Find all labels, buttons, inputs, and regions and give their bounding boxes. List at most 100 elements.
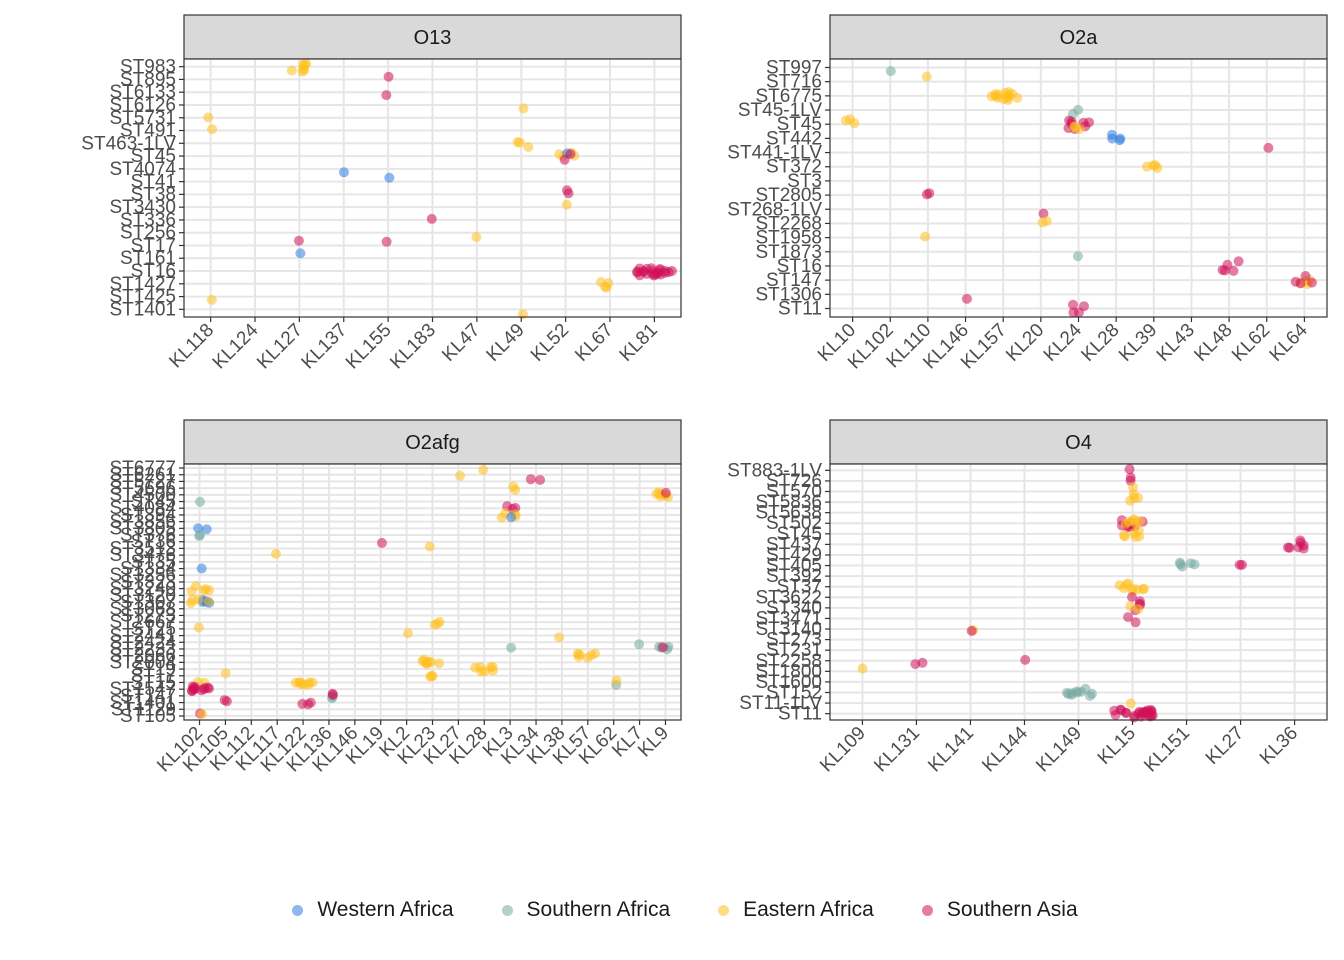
legend-item-southern-asia: Southern Asia [921,898,1078,922]
y-tick-label: ST45 [131,146,176,167]
y-tick-label: ST2258 [755,651,822,672]
facet-strip [183,419,682,465]
y-tick-label: ST35 [131,552,176,573]
legend-key-eastern-africa [718,904,730,916]
y-tick-label: ST463-1LV [81,133,176,154]
y-tick-label: ST19 [131,659,176,680]
y-tick-label: ST3622 [755,587,822,608]
facet-panel: O13ST1401ST1425ST1427ST16ST161ST17ST256S… [81,14,682,373]
y-tick-label: ST41 [131,172,176,193]
y-tick-label: ST3856 [109,512,176,533]
y-tick-label: ST429 [766,545,822,566]
y-tick-label: ST16 [777,256,822,277]
y-tick-label: ST6133 [109,82,176,103]
data-point [658,642,669,653]
y-tick-label: ST5836 [755,492,822,513]
y-tick-label: ST1873 [755,242,822,263]
data-point [518,103,529,114]
y-tick-label: ST147 [120,686,176,707]
data-point [611,675,622,686]
data-point [535,474,546,485]
data-point [327,688,338,699]
data-point [510,484,521,495]
facet-title: O13 [414,27,452,49]
data-point [384,172,395,183]
data-point [193,622,204,633]
data-point [840,115,851,126]
data-point [478,464,489,475]
data-point [518,309,529,320]
x-tick-label: KL149 [1032,723,1086,777]
y-tick-label: ST3430 [109,197,176,218]
y-tick-label: ST323 [120,572,176,593]
data-point [1185,558,1196,569]
x-tick-label: KL43 [1153,320,1199,366]
data-point [487,665,498,676]
data-point [1284,542,1295,553]
data-point [1068,299,1079,310]
y-tick-label: ST3240 [109,579,176,600]
data-point [1114,135,1125,146]
data-point [1106,129,1117,140]
y-tick-label: ST3805 [109,518,176,539]
data-point [634,639,645,650]
data-point [295,248,306,259]
y-tick-label: ST45 [131,492,176,513]
y-tick-label: ST405 [766,556,822,577]
y-tick-label: ST25 [131,619,176,640]
y-tick-label: ST997 [766,58,822,79]
data-point [193,594,204,605]
data-point [1007,89,1018,100]
data-point [426,213,437,224]
y-tick-label: ST38 [131,184,176,205]
y-tick-label: ST1129 [111,699,176,720]
data-point [1125,495,1136,506]
data-point [565,149,576,160]
y-tick-label: ST3513 [109,538,176,559]
data-point [660,487,671,498]
y-tick-label: ST437 [766,534,822,555]
facet-panel: O4 ST11ST11-1LVST152ST1600ST1800ST2258ST2… [727,419,1328,777]
y-tick-label: ST1547 [109,679,176,700]
data-point [563,188,574,199]
data-point [961,293,972,304]
data-point [434,658,445,669]
data-point [194,530,205,541]
facet-strip [829,14,1328,60]
legend-item-southern-africa: Southern Africa [501,898,670,922]
y-tick-label: ST256 [120,223,176,244]
data-point [220,668,231,679]
y-tick-label: ST45 [777,114,822,135]
data-point [1130,617,1141,628]
chart-legend: Western Africa Southern Africa Eastern A… [0,890,1344,930]
data-point [402,628,413,639]
data-point [188,683,199,694]
data-point [1125,698,1136,709]
data-point [561,199,572,210]
y-tick-label: ST147 [766,270,822,291]
data-point [286,65,297,76]
data-point [917,657,928,668]
data-point [381,90,392,101]
data-point [920,231,931,242]
y-tick-label: ST11 [778,704,822,725]
facet-strip [183,14,682,60]
data-point [196,563,207,574]
y-tick-label: ST983 [120,57,176,78]
y-tick-label: ST307 [120,592,176,613]
data-point [471,232,482,243]
y-tick-label: ST3 [787,171,822,192]
data-point [206,294,217,305]
data-point [1020,654,1031,665]
data-point [634,263,645,274]
data-point [1038,208,1049,219]
facet-title: O2a [1060,27,1099,49]
data-point [203,596,214,607]
data-point [475,661,486,672]
data-point [857,663,868,674]
data-point [301,58,312,69]
data-point [297,698,308,709]
data-point [1084,691,1095,702]
y-tick-label: ST376 [120,525,176,546]
y-tick-label: ST6777 [109,458,176,479]
